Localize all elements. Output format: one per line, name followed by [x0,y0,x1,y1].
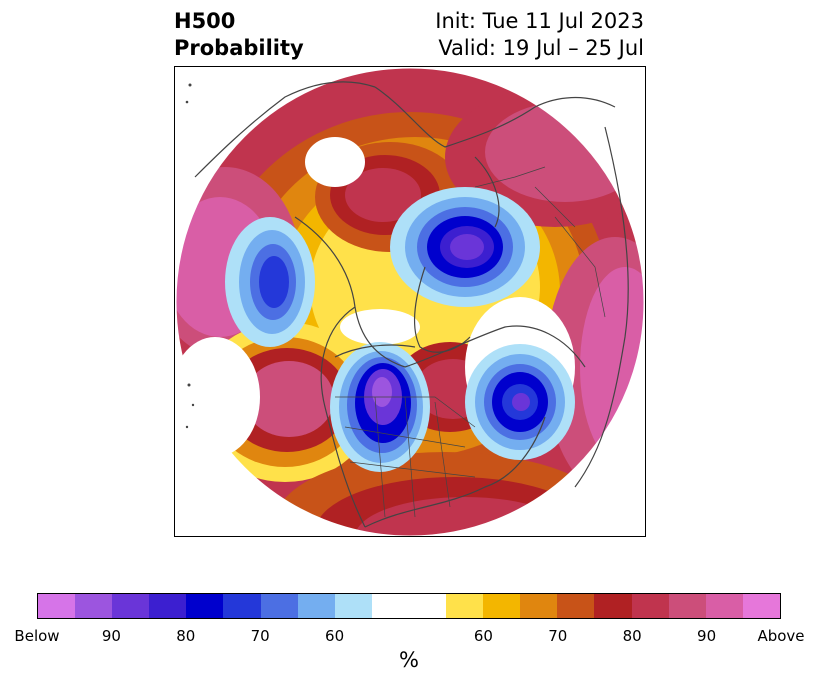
colorbar-segment [446,594,484,618]
borders [335,166,606,518]
map-title: H500 Probability [174,8,304,62]
neutral-zone [305,137,365,187]
colorbar-tick-label: 60 [325,627,345,645]
colorbar-segment [297,594,335,618]
colorbar-segment [742,594,780,618]
arctic-low-anomaly [390,187,540,307]
colorbar-segment [594,594,632,618]
colorbar-segment [483,594,521,618]
colorbar-tick-label: 90 [101,627,121,645]
colorbar-segment [149,594,187,618]
valid-range: Valid: 19 Jul – 25 Jul [438,36,644,60]
colorbar-segment [557,594,595,618]
colorbar-segment [668,594,706,618]
neutral-zone [340,309,420,345]
colorbar-segment [112,594,150,618]
colorbar-segment [520,594,558,618]
probability-map [174,66,646,537]
variable-label: H500 [174,9,236,33]
colorbar [37,593,781,619]
colorbar-segment [260,594,298,618]
colorbar-segment [631,594,669,618]
init-date: Init: Tue 11 Jul 2023 [435,9,644,33]
forecast-dates: Init: Tue 11 Jul 2023 Valid: 19 Jul – 25… [435,8,644,62]
colorbar-unit: % [399,648,419,672]
field-label: Probability [174,36,304,60]
coastlines [194,81,629,528]
colorbar-tick-label: 70 [250,627,270,645]
colorbar-segment [371,594,447,618]
colorbar-tick-label: Below [14,627,60,645]
north-pacific-low-anomaly [225,217,315,347]
colorbar-segment [334,594,372,618]
europe-high-anomaly [545,237,644,497]
colorbar-segment [223,594,261,618]
colorbar-segment [705,594,743,618]
colorbar-tick-label: 60 [473,627,493,645]
western-canada-low-anomaly [330,342,430,472]
colorbar-segment [186,594,224,618]
colorbar-tick-label: 80 [622,627,642,645]
colorbar-tick-label: 80 [176,627,196,645]
colorbar-segment [38,594,76,618]
projection-boundary [175,67,645,536]
colorbar-tick-label: Above [757,627,805,645]
colorbar-tick-label: 90 [697,627,717,645]
map-canvas [175,67,645,536]
islands [185,83,195,429]
north-atlantic-low-anomaly [465,344,575,460]
colorbar-tick-label: 70 [548,627,568,645]
colorbar-segment [75,594,113,618]
